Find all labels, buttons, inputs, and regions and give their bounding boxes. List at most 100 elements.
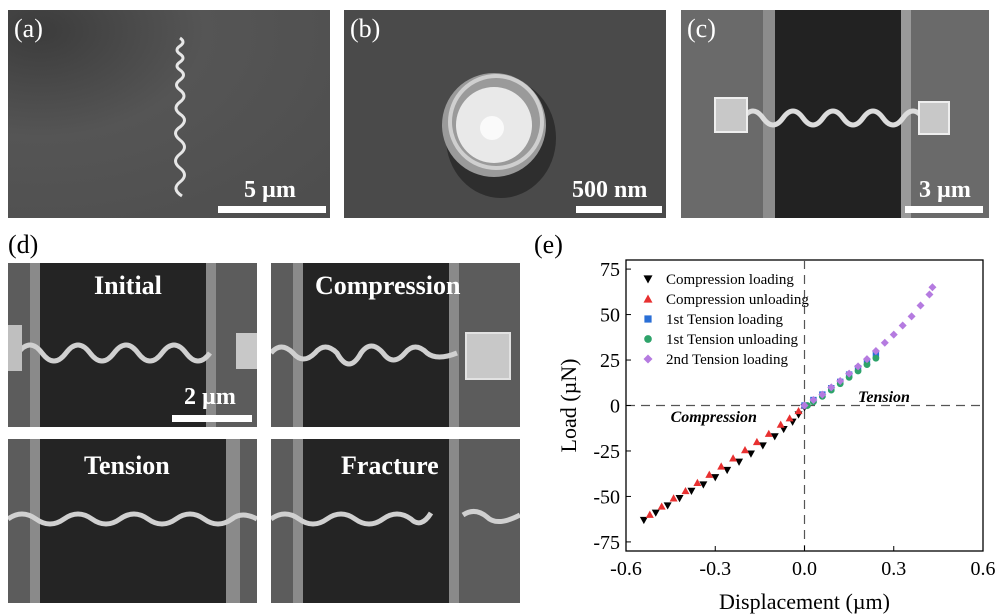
subpanel-fracture: Fracture: [271, 439, 520, 603]
subpanel-tension-title: Tension: [84, 451, 170, 480]
series-0-point: [758, 442, 767, 450]
series-4-point: [925, 290, 934, 299]
series-0-point: [770, 433, 779, 441]
x-tick-label: -0.3: [699, 558, 731, 580]
helix-top-view-image: [442, 73, 556, 198]
y-tick-label: 50: [600, 305, 620, 327]
series-4-point: [871, 346, 880, 355]
series-1-point: [776, 420, 785, 428]
series-1-point: [705, 470, 714, 478]
subpanel-tension: Tension: [8, 439, 257, 603]
series-1-point: [752, 437, 761, 446]
legend-label-1: Compression unloading: [666, 292, 809, 308]
series-1-point: [785, 414, 794, 422]
panel-d-scalebar: [172, 415, 252, 422]
legend-label-4: 2nd Tension loading: [666, 352, 788, 368]
series-3-point: [854, 367, 862, 375]
series-1-point: [669, 494, 678, 502]
series-4-point: [889, 330, 898, 339]
panel-a-label: (a): [14, 14, 43, 43]
subpanel-initial: Initial 2 µm: [8, 263, 257, 427]
series-4-point: [827, 383, 836, 392]
series-0-point: [699, 481, 708, 489]
series-0-point: [675, 495, 684, 503]
series-4-point: [907, 312, 916, 321]
legend-marker-1: [643, 294, 653, 303]
subpanel-initial-title: Initial: [94, 271, 162, 300]
series-0-point: [639, 516, 648, 525]
subpanel-compression-title: Compression: [315, 271, 461, 300]
series-4-point: [854, 362, 863, 371]
series-4-point: [809, 396, 818, 405]
legend-marker-3: [644, 335, 652, 343]
legend-marker-0: [643, 275, 653, 284]
panel-a-scalebar-label: 5 µm: [244, 177, 296, 203]
legend-label-2: 1st Tension loading: [666, 312, 784, 328]
series-0-point: [723, 466, 732, 475]
horizontal-helix-image: [714, 10, 950, 218]
y-tick-label: 25: [600, 350, 620, 372]
initial-helix-image: [8, 263, 257, 427]
series-1-point: [794, 406, 803, 415]
y-tick-label: -25: [593, 441, 620, 463]
series-0-point: [651, 509, 660, 517]
x-tick-label: 0.3: [881, 558, 906, 580]
x-tick-label: 0.6: [971, 558, 996, 580]
panel-c-scalebar-label: 3 µm: [919, 177, 971, 203]
series-0-point: [746, 450, 755, 458]
series-4-point: [898, 321, 907, 330]
series-3-point: [863, 361, 871, 368]
vertical-helix-image: [174, 36, 186, 198]
panel-b-label: (b): [350, 14, 381, 43]
y-tick-label: -75: [593, 532, 620, 554]
x-tick-label: 0.0: [792, 558, 817, 580]
y-axis-label: Load (µN): [556, 359, 581, 453]
y-tick-label: -50: [593, 486, 620, 508]
load-displacement-chart: -0.6 -0.3 0.0 0.3 0.6 -75 -50 -25 0 25 50 75 Displac…: [556, 259, 996, 614]
series-0-point: [663, 502, 672, 510]
panel-b-scalebar: [576, 206, 662, 213]
panel-a-scalebar: [218, 206, 326, 213]
series-3-point: [872, 354, 880, 362]
legend-label-0: Compression loading: [666, 272, 794, 288]
series-4-point: [862, 355, 871, 364]
series-0-point: [735, 458, 744, 466]
series-1-point: [657, 502, 666, 510]
y-tick-label: 0: [610, 396, 620, 418]
series-0-point: [711, 474, 720, 482]
panel-c-image: (c) 3 µm: [681, 10, 989, 218]
x-tick-label: -0.6: [610, 558, 642, 580]
series-1-point: [693, 478, 702, 486]
panel-c-label: (c): [687, 14, 716, 43]
compression-annotation: Compression: [671, 409, 757, 426]
series-1-point: [717, 462, 726, 470]
series-1-point: [764, 429, 773, 437]
series-1-point: [681, 486, 690, 495]
series-4-point: [800, 401, 809, 410]
series-0-point: [687, 487, 696, 495]
series-4-point: [880, 338, 889, 347]
panel-b-image: (b) 500 nm: [344, 10, 666, 218]
panel-b-scalebar-label: 500 nm: [572, 177, 648, 203]
panel-d-label: (d): [8, 230, 39, 259]
panel-d-scalebar-label: 2 µm: [184, 384, 236, 410]
series-1-point: [729, 454, 738, 462]
panel-a-image: (a) 5 µm: [8, 10, 330, 218]
tension-annotation: Tension: [858, 389, 910, 406]
series-1-point: [645, 510, 654, 518]
compression-helix-image: [271, 263, 511, 427]
panel-c-scalebar: [905, 206, 983, 213]
fracture-helix-image: [271, 439, 520, 603]
x-axis-label: Displacement (µm): [719, 589, 890, 614]
subpanel-compression: Compression: [271, 263, 520, 427]
series-1-point: [741, 446, 749, 454]
series-4-point: [836, 376, 845, 385]
y-tick-label: 75: [600, 259, 620, 281]
tension-helix-image: [8, 439, 257, 603]
subpanel-fracture-title: Fracture: [341, 451, 439, 480]
series-4-point: [928, 283, 937, 292]
series-4-point: [818, 390, 827, 399]
legend-marker-4: [643, 354, 653, 364]
series-4-point: [916, 301, 925, 310]
panel-e-label: (e): [534, 230, 563, 259]
